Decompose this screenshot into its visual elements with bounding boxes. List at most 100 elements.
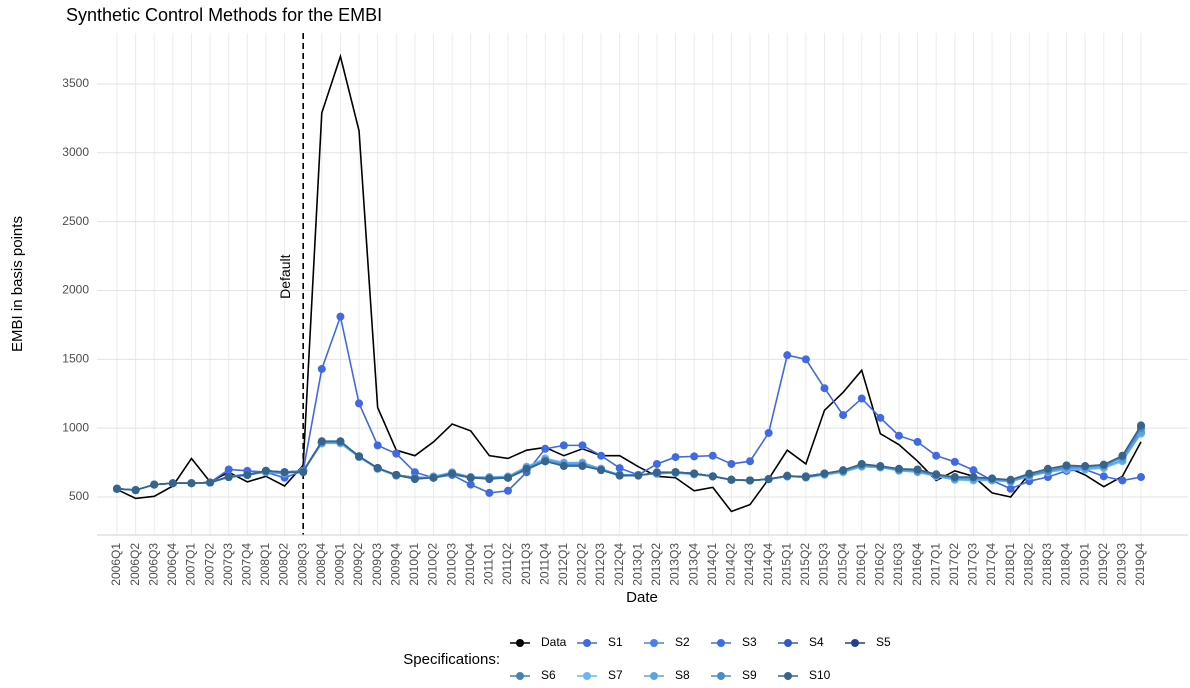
- legend-item: Data: [510, 635, 567, 649]
- legend-dot: [583, 672, 591, 680]
- data-point: [150, 480, 159, 489]
- x-tick-label: 2014Q2: [724, 543, 738, 586]
- data-point: [746, 476, 755, 485]
- data-point: [1137, 421, 1145, 430]
- data-point: [597, 451, 606, 460]
- data-point: [224, 465, 233, 474]
- data-point: [541, 444, 550, 453]
- x-tick-label: 2009Q4: [388, 543, 402, 586]
- data-point: [336, 437, 345, 446]
- data-point: [410, 475, 419, 484]
- x-tick-label: 2013Q2: [649, 543, 663, 586]
- data-point: [131, 486, 140, 495]
- data-point: [783, 351, 792, 360]
- legend-dot: [717, 639, 725, 647]
- data-point: [410, 468, 419, 477]
- y-tick-label: 1000: [62, 420, 89, 434]
- data-point: [615, 471, 624, 480]
- data-point: [597, 466, 606, 475]
- legend-dot: [650, 672, 658, 680]
- series: [116, 53, 1142, 513]
- x-tick-label: 2014Q3: [742, 543, 756, 586]
- x-tick-label: 2010Q1: [407, 543, 421, 586]
- data-point: [261, 466, 270, 475]
- legend-dot: [583, 639, 591, 647]
- data-point: [485, 474, 494, 483]
- data-point: [913, 465, 922, 474]
- x-tick-label: 2015Q2: [798, 543, 812, 586]
- legend-label: S3: [742, 635, 757, 649]
- data-point: [820, 469, 829, 478]
- x-axis-title: Date: [626, 589, 658, 606]
- x-tick-label: 2018Q4: [1059, 543, 1073, 586]
- x-tick-label: 2007Q4: [239, 543, 253, 586]
- data-point: [615, 464, 624, 473]
- data-point: [355, 452, 364, 461]
- data-point: [392, 449, 401, 458]
- y-axis-title: EMBI in basis points: [9, 216, 26, 352]
- x-tick-label: 2013Q3: [668, 543, 682, 586]
- legend-label: S9: [742, 668, 757, 682]
- data-point: [783, 471, 792, 480]
- x-tick-label: 2017Q4: [984, 543, 998, 586]
- x-tick-label: 2010Q2: [426, 543, 440, 586]
- x-tick-label: 2007Q1: [184, 543, 198, 586]
- legend-dot: [650, 639, 658, 647]
- data-point: [113, 484, 121, 493]
- legend-item: S10: [778, 668, 831, 682]
- data-point: [801, 355, 810, 364]
- series-line: [116, 53, 1142, 513]
- data-point: [1137, 473, 1145, 482]
- legend-item: S4: [778, 635, 824, 649]
- x-tick-label: 2012Q1: [556, 543, 570, 586]
- data-point: [1025, 469, 1034, 478]
- data-point: [708, 451, 717, 460]
- data-point: [522, 464, 531, 473]
- x-tick-label: 2015Q3: [817, 543, 831, 586]
- x-tick-label: 2019Q1: [1077, 543, 1091, 586]
- x-tick-label: 2014Q4: [761, 543, 775, 586]
- y-tick-label: 3000: [62, 145, 89, 159]
- legend-item: S2: [644, 635, 690, 649]
- data-point: [950, 473, 959, 482]
- data-point: [429, 473, 438, 482]
- x-tick-label: 2011Q1: [482, 543, 496, 585]
- series-line: [116, 313, 1142, 494]
- y-tick-label: 2000: [62, 283, 89, 297]
- x-tick-label: 2018Q1: [1003, 543, 1017, 586]
- legend-item: S8: [644, 668, 690, 682]
- data-point: [503, 473, 512, 482]
- legend-dot: [784, 672, 792, 680]
- data-point: [839, 411, 848, 420]
- grid: [97, 33, 1188, 535]
- data-point: [1099, 472, 1108, 481]
- data-point: [1006, 484, 1015, 493]
- data-point: [876, 462, 885, 471]
- legend-item: S6: [510, 668, 556, 682]
- data-point: [559, 441, 568, 450]
- legend-label: S5: [876, 635, 891, 649]
- data-point: [559, 462, 568, 471]
- x-tick-label: 2008Q1: [258, 543, 272, 586]
- data-point: [969, 466, 978, 475]
- data-point: [969, 473, 978, 482]
- data-point: [932, 451, 941, 460]
- data-point: [634, 471, 643, 480]
- x-tick-label: 2019Q2: [1096, 543, 1110, 586]
- x-tick-label: 2017Q3: [966, 543, 980, 586]
- x-tick-label: 2013Q4: [686, 543, 700, 586]
- data-point: [801, 473, 810, 482]
- x-tick-label: 2014Q1: [705, 543, 719, 586]
- legend-item: S7: [577, 668, 623, 682]
- x-tick-label: 2006Q1: [109, 543, 123, 586]
- data-point: [764, 428, 773, 437]
- y-tick-label: 3500: [62, 76, 89, 90]
- x-tick-label: 2007Q3: [221, 543, 235, 586]
- data-point: [876, 413, 885, 422]
- data-point: [988, 474, 997, 483]
- data-point: [485, 488, 494, 497]
- data-point: [894, 464, 903, 473]
- annotation: Default: [277, 254, 293, 298]
- data-point: [1006, 475, 1015, 484]
- x-tick-label: 2017Q2: [947, 543, 961, 586]
